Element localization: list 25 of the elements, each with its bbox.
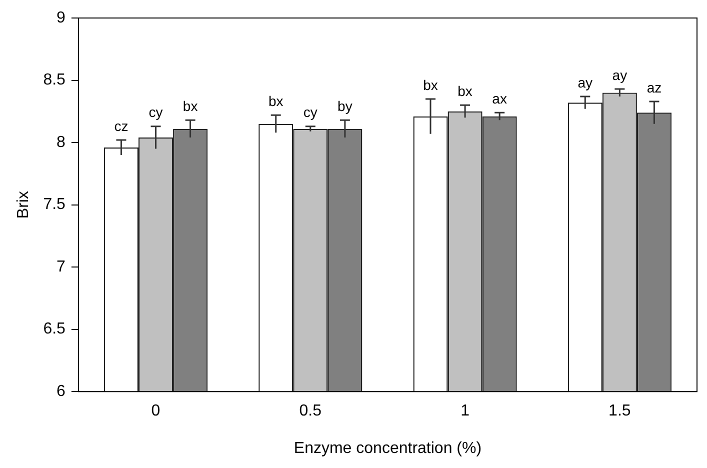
annotation: cz [114, 118, 128, 134]
y-tick-label: 7.5 [43, 196, 66, 214]
annotation: ay [612, 66, 628, 83]
y-tick-label: 6 [56, 383, 66, 400]
x-tick-label: 0.5 [299, 402, 322, 420]
annotation: bx [423, 76, 438, 93]
x-tick-label: 0 [151, 402, 160, 420]
annotation: by [338, 98, 352, 114]
annotation: bx [182, 98, 198, 114]
x-axis-title: Enzyme concentration (%) [294, 440, 482, 457]
annotation: cy [303, 104, 318, 120]
annotation: bx [268, 92, 284, 109]
y-tick-label: 8.5 [43, 72, 66, 89]
annotation: az [646, 79, 662, 96]
x-tick-label: 1 [460, 402, 470, 420]
y-axis-title: Brix [15, 191, 32, 219]
annotation: ay [578, 74, 593, 90]
y-tick-label: 7 [56, 258, 66, 276]
annotation: ax [492, 90, 507, 107]
y-tick-label: 8 [56, 134, 66, 151]
annotation: cy [148, 104, 163, 120]
y-tick-label: 6.5 [43, 320, 66, 338]
annotation: bx [458, 83, 472, 100]
y-tick-label: 9 [56, 9, 66, 26]
x-tick-label: 1.5 [608, 402, 631, 420]
